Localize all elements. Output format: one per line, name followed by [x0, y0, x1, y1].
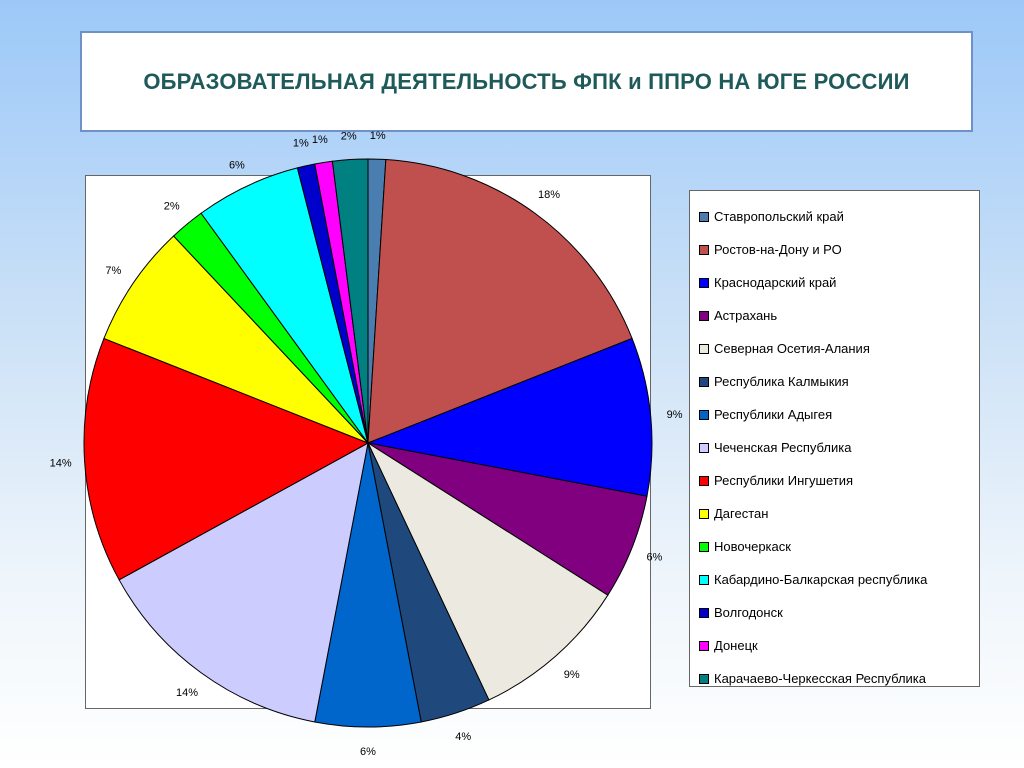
legend-item: Ростов-на-Дону и РО: [699, 233, 979, 266]
legend-label: Дагестан: [714, 506, 769, 521]
title-box: ОБРАЗОВАТЕЛЬНАЯ ДЕЯТЕЛЬНОСТЬ ФПК и ППРО …: [80, 31, 973, 132]
legend-swatch: [699, 475, 709, 486]
slice-data-label: 4%: [455, 731, 471, 743]
pie-slice: [118, 442, 369, 723]
slice-data-label: 14%: [50, 457, 72, 469]
legend-item: Северная Осетия-Алания: [699, 332, 979, 365]
pie-slice: [331, 158, 369, 444]
legend-item: Волгодонск: [699, 596, 979, 629]
chart-legend: Ставропольский край Ростов-на-Дону и РО Кр…: [689, 190, 980, 687]
pie-chart: 1%18%9%6%9%4%6%14%14%7%2%6%1% 1% 2%: [50, 130, 683, 758]
legend-label: Северная Осетия-Алания: [714, 341, 870, 356]
slice-data-label: 9%: [564, 669, 580, 681]
pie-slice: [103, 235, 369, 444]
legend-swatch: [699, 673, 709, 684]
legend-item: Астрахань: [699, 299, 979, 332]
slice-data-label: 9%: [667, 409, 683, 421]
legend-item: Республики Адыгея: [699, 398, 979, 431]
legend-swatch: [699, 376, 709, 387]
legend-label: Ставропольский край: [714, 209, 844, 224]
slice-data-label: 14%: [176, 687, 198, 699]
legend-swatch: [699, 211, 709, 222]
chart-plot-area: 1% 18% 9% 6% 9% 4% 6% 14% 14% 7% 2% 6% 1% 1% 2%: [50, 130, 683, 758]
legend-label: Республики Ингушетия: [714, 473, 854, 488]
legend-item: Чеченская Республика: [699, 431, 979, 464]
legend-label: Республика Калмыкия: [714, 374, 849, 389]
legend-label: Краснодарский край: [714, 275, 837, 290]
slice-data-label: 18%: [538, 189, 560, 201]
legend-label: Донецк: [714, 638, 758, 653]
legend-swatch: [699, 541, 709, 552]
legend-label: Новочеркаск: [714, 539, 791, 554]
legend-label: Чеченская Республика: [714, 440, 852, 455]
slice-data-label: 1%: [370, 130, 386, 142]
legend-label: Астрахань: [714, 308, 778, 323]
pie-slice: [83, 337, 370, 581]
pie-slice: [366, 337, 653, 497]
legend-swatch: [699, 640, 709, 651]
legend-item: Краснодарский край: [699, 266, 979, 299]
slice-data-label: 2%: [341, 131, 357, 143]
slice-data-label: 6%: [646, 551, 662, 563]
legend-swatch: [699, 607, 709, 618]
legend-swatch: [699, 244, 709, 255]
legend-swatch: [699, 442, 709, 453]
page-title: ОБРАЗОВАТЕЛЬНАЯ ДЕЯТЕЛЬНОСТЬ ФПК и ППРО …: [143, 68, 910, 94]
legend-swatch: [699, 277, 709, 288]
pie-slice: [366, 441, 609, 701]
slice-data-label: 1%: [293, 137, 309, 149]
legend-swatch: [699, 310, 709, 321]
legend-item: Ставропольский край: [699, 200, 979, 233]
slice-data-label: 1%: [312, 134, 328, 146]
slice-data-label: 6%: [229, 159, 245, 171]
legend-item: Карачаево-Черкесская Республика: [699, 662, 979, 695]
legend-item: Республика Калмыкия: [699, 365, 979, 398]
slice-data-label: 2%: [164, 201, 180, 213]
legend-label: Кабардино-Балкарская республика: [714, 572, 928, 587]
legend-swatch: [699, 343, 709, 354]
slice-data-label: 6%: [360, 746, 376, 758]
legend-label: Волгодонск: [714, 605, 783, 620]
slice-data-label: 7%: [105, 265, 121, 277]
legend-swatch: [699, 508, 709, 519]
legend-item: Донецк: [699, 629, 979, 662]
legend-swatch: [699, 409, 709, 420]
legend-swatch: [699, 574, 709, 585]
legend-item: Дагестан: [699, 497, 979, 530]
pie-slice: [367, 159, 633, 444]
legend-item: Новочеркаск: [699, 530, 979, 563]
legend-label: Республики Адыгея: [714, 407, 833, 422]
legend-item: Республики Ингушетия: [699, 464, 979, 497]
legend-item: Кабардино-Балкарская республика: [699, 563, 979, 596]
legend-label: Карачаево-Черкесская Республика: [714, 671, 926, 686]
legend-label: Ростов-на-Дону и РО: [714, 242, 842, 257]
